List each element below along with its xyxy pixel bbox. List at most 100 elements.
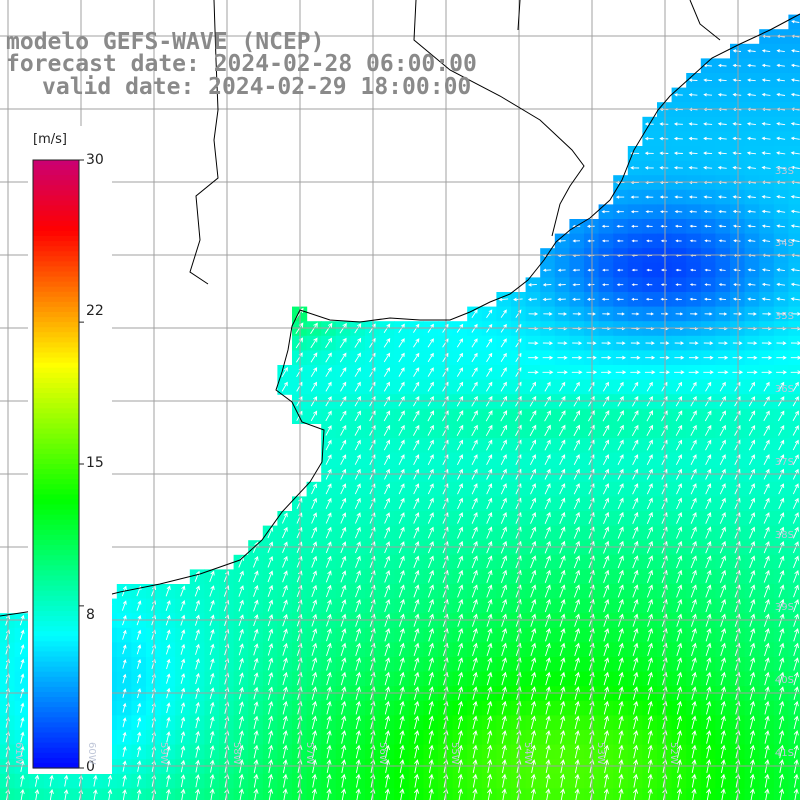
colorbar-segment [33,545,79,551]
wind-arrow [326,715,332,730]
wind-arrow [137,745,142,758]
wind-arrow [486,526,493,539]
wind-arrow [557,341,568,346]
wind-arrow [720,715,726,730]
wind-arrow [790,136,800,141]
wind-cell [788,496,800,512]
wind-arrow [732,136,742,141]
wind-arrow [632,483,639,495]
wind-arrow [790,92,800,97]
wind-arrow [675,410,683,422]
wind-arrow [706,773,712,788]
wind-arrow [778,526,785,539]
colorbar-segment [33,443,79,450]
wind-arrow [413,628,420,642]
wind-arrow [471,483,478,495]
colorbar-tick-8: 8 [86,607,95,623]
colorbar-segment [33,403,79,409]
wind-arrow [354,526,361,539]
wind-arrow [776,151,786,155]
wind-arrow [545,700,551,715]
wind-arrow [776,297,786,301]
wind-arrow [689,239,697,243]
wind-arrow [573,454,580,466]
wind-arrow [734,628,741,642]
wind-arrow [661,642,668,657]
wind-arrow [515,598,522,613]
wind-arrow [734,642,741,657]
colorbar-segment [33,540,79,546]
wind-arrow [630,355,641,360]
wind-arrow [239,730,244,744]
wind-arrow [734,569,741,583]
wind-arrow [747,92,756,97]
colorbar-segment [33,560,79,566]
wind-arrow [790,355,800,360]
wind-arrow [486,584,493,598]
wind-arrow [310,381,317,392]
wind-arrow [428,642,434,657]
wind-arrow [603,628,610,642]
wind-arrow [267,599,274,612]
wind-arrow [428,598,435,613]
lat-label: 33S [774,166,794,177]
wind-arrow [428,628,435,642]
wind-arrow [311,512,317,524]
wind-arrow [660,239,667,243]
wind-arrow [690,569,697,583]
wind-arrow [705,381,712,392]
wind-arrow [733,312,743,316]
colorbar-segment [33,489,79,495]
wind-arrow [705,512,712,524]
wind-arrow [762,312,772,316]
wind-arrow [384,555,391,568]
wind-cell [788,292,800,308]
wind-arrow [763,483,770,495]
wind-arrow [778,483,785,495]
wind-arrow [790,209,800,214]
wind-arrow [398,570,405,583]
wind-arrow [398,338,405,348]
wind-arrow [500,512,507,524]
wind-arrow [719,497,726,510]
wind-arrow [749,744,756,759]
colorbar-segment [33,352,79,359]
wind-arrow [107,774,113,787]
wind-arrow [603,497,610,510]
wind-arrow [399,628,405,642]
wind-arrow [793,642,799,657]
wind-arrow [718,355,729,360]
colorbar-unit: [m/s] [33,132,67,147]
wind-arrow [341,744,347,759]
wind-arrow [587,283,595,287]
wind-arrow [354,367,361,377]
wind-arrow [49,774,54,787]
wind-arrow [778,570,785,583]
wind-arrow [544,439,551,451]
wind-arrow [602,439,610,451]
colorbar-segment [33,301,79,308]
wind-cell [788,160,800,176]
wind-arrow [238,599,244,612]
wind-arrow [647,642,653,657]
wind-arrow [703,341,714,345]
wind-arrow [341,730,347,744]
wind-arrow [528,341,539,346]
wind-arrow [310,352,318,363]
wind-arrow [691,700,697,715]
wind-arrow [19,644,25,655]
wind-arrow [747,209,756,214]
wind-arrow [688,93,698,97]
wind-arrow [661,628,668,642]
wind-arrow [764,657,770,671]
wind-arrow [471,381,478,392]
wind-cell [788,686,800,702]
wind-arrow [122,774,127,787]
wind-arrow [180,629,186,641]
wind-arrow [383,338,391,348]
wind-arrow [180,745,186,758]
wind-arrow [717,136,727,141]
wind-arrow [747,355,758,360]
wind-arrow [790,238,800,243]
wind-arrow [602,312,611,316]
